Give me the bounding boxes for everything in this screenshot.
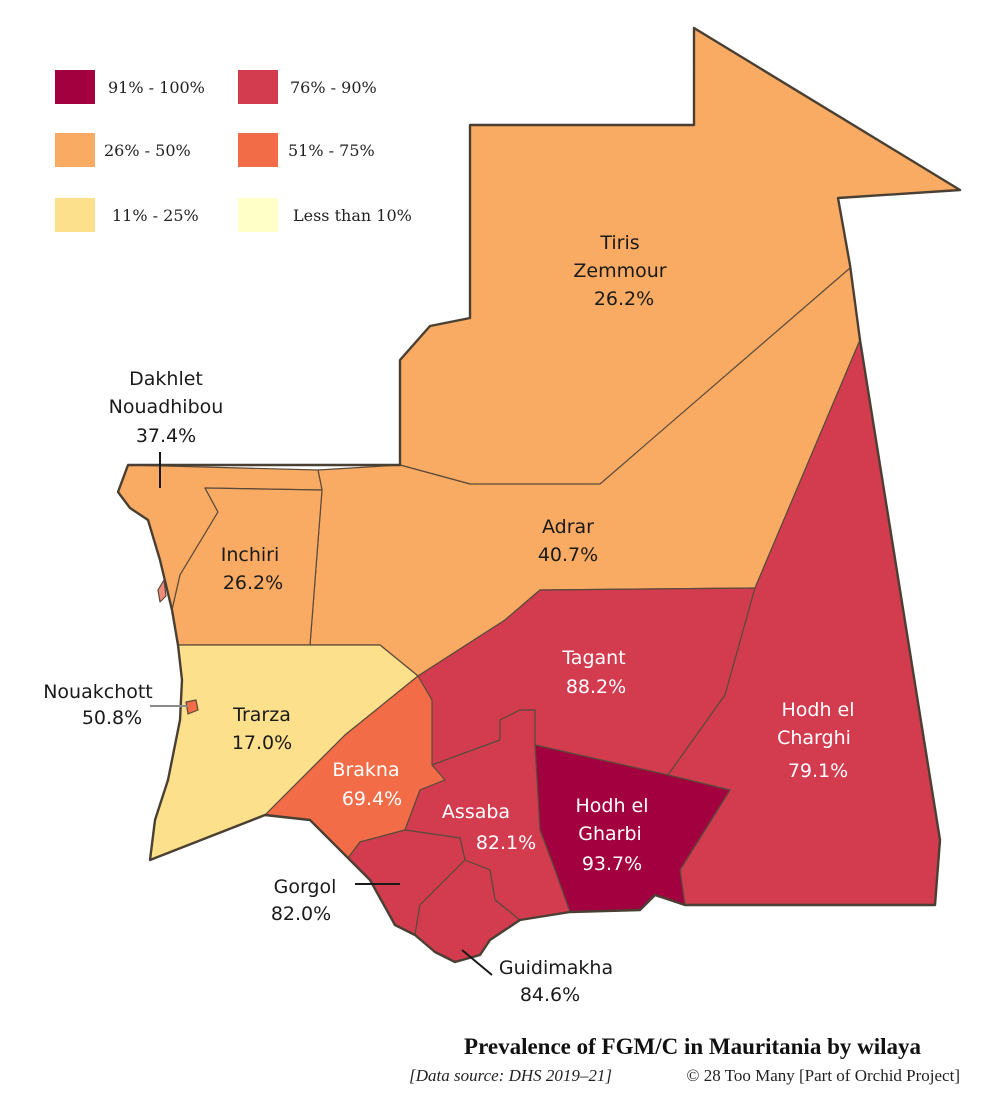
label-hodh-el-charghi-line2: Charghi [777,727,851,749]
legend-swatch-4 [238,133,278,167]
label-hodh-el-gharbi-line1: Hodh el [575,795,648,817]
legend-label-2: 76% - 90% [290,78,377,97]
legend-swatch-1 [55,70,95,104]
coastal-islet [157,579,167,603]
label-tagant-name: Tagant [561,647,625,669]
label-assaba-name: Assaba [442,801,510,823]
label-inchiri-value: 26.2% [223,572,283,594]
label-brakna-value: 69.4% [342,788,402,810]
label-hodh-el-gharbi-line2: Gharbi [578,823,642,845]
label-gorgol-value: 82.0% [271,903,331,925]
label-adrar-value: 40.7% [538,544,598,566]
label-tiris-zemmour-line2: Zemmour [573,260,666,282]
map-title: Prevalence of FGM/C in Mauritania by wil… [464,1034,921,1059]
legend-label-3: 26% - 50% [104,141,191,160]
label-guidimakha-value: 84.6% [520,984,580,1006]
label-dakhlet-nouadhibou-line1: Dakhlet [129,368,203,390]
label-trarza-name: Trarza [232,704,291,726]
region-labels: Tiris Zemmour 26.2% Dakhlet Nouadhibou 3… [43,232,854,1006]
label-tiris-zemmour-value: 26.2% [594,288,654,310]
copyright-credit: © 28 Too Many [Part of Orchid Project] [687,1066,960,1085]
label-nouakchott-name: Nouakchott [43,681,153,703]
label-tagant-value: 88.2% [566,676,626,698]
label-adrar-name: Adrar [542,516,594,538]
label-dakhlet-nouadhibou-line2: Nouadhibou [109,396,224,418]
legend-label-4: 51% - 75% [288,141,375,160]
legend-label-1: 91% - 100% [108,78,205,97]
legend-label-5: 11% - 25% [112,206,199,225]
legend-swatch-5 [55,198,95,232]
data-source: [Data source: DHS 2019–21] [409,1066,612,1085]
legend-swatch-3 [55,133,95,167]
region-nouakchott [185,699,199,715]
label-hodh-el-gharbi-value: 93.7% [582,853,642,875]
label-hodh-el-charghi-line1: Hodh el [781,699,854,721]
label-tiris-zemmour-line1: Tiris [599,232,639,254]
label-nouakchott-value: 50.8% [82,707,142,729]
label-brakna-name: Brakna [332,759,399,781]
wilaya-regions [117,27,961,963]
legend-label-6: Less than 10% [293,206,412,225]
legend-swatch-6 [238,198,278,232]
country-outline [116,26,962,964]
label-guidimakha-name: Guidimakha [499,957,613,979]
leader-lines [150,452,493,976]
map-legend: 91% - 100% 76% - 90% 26% - 50% 51% - 75%… [55,70,412,232]
label-trarza-value: 17.0% [232,732,292,754]
label-dakhlet-nouadhibou-value: 37.4% [136,425,196,447]
legend-swatch-2 [238,70,278,104]
label-assaba-value: 82.1% [476,832,536,854]
label-hodh-el-charghi-value: 79.1% [788,760,848,782]
label-inchiri-name: Inchiri [221,544,280,566]
label-gorgol-name: Gorgol [274,876,337,898]
leader-guidimakha [461,949,493,976]
